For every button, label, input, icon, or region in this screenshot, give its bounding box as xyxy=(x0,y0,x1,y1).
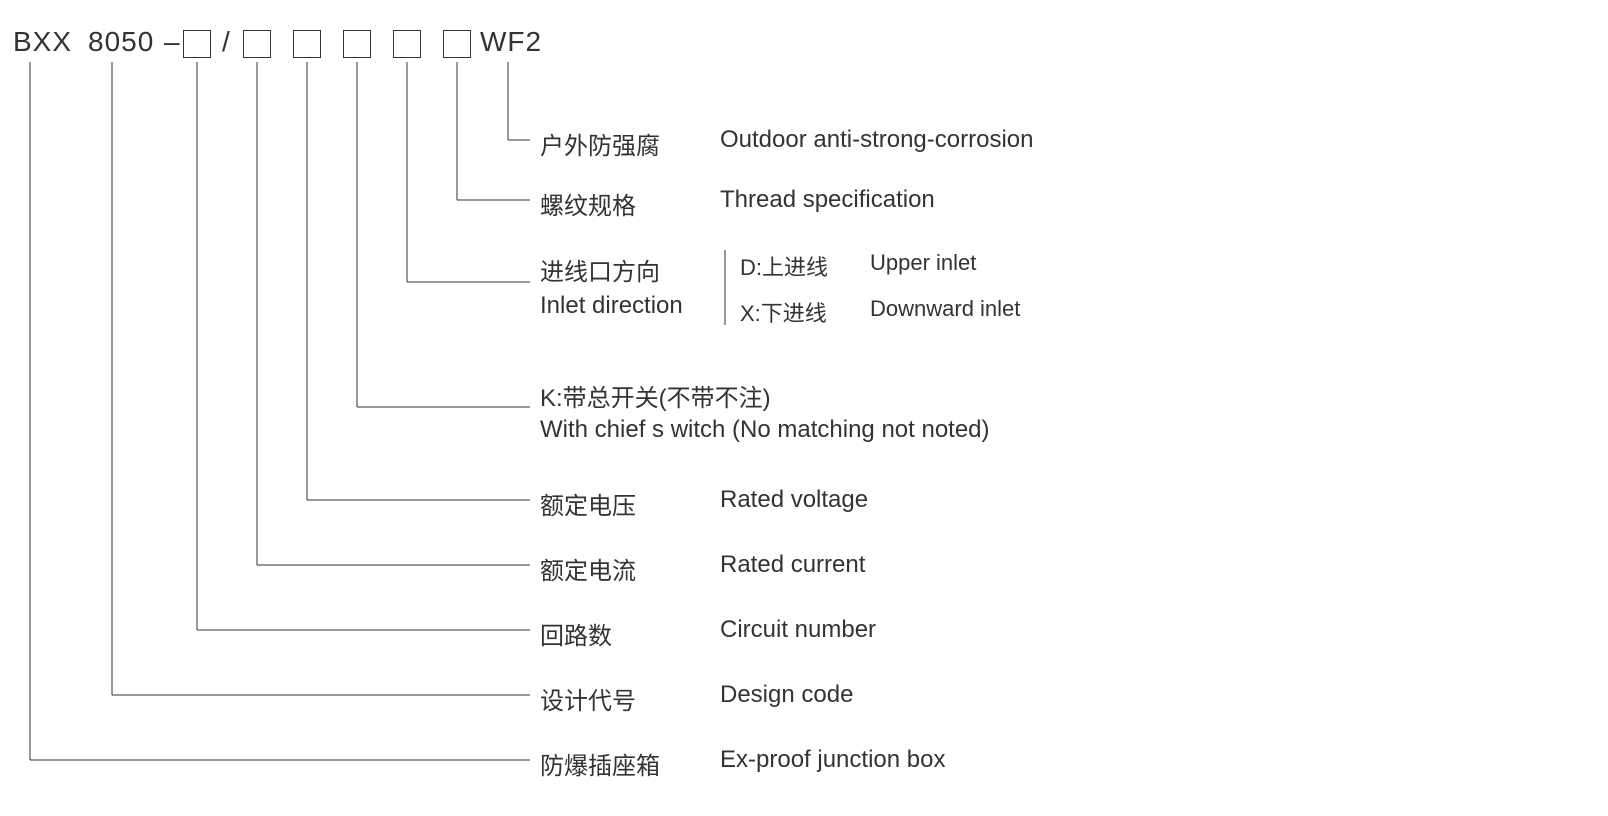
label-thread-en: Thread specification xyxy=(720,186,935,214)
label-design-cn: 设计代号 xyxy=(540,681,636,716)
label-wf2-cn: 户外防强腐 xyxy=(540,126,660,161)
label-thread-cn: 螺纹规格 xyxy=(540,186,636,221)
label-circuit-en: Circuit number xyxy=(720,616,876,644)
label-inlet-cn: 进线口方向 xyxy=(540,252,660,287)
label-voltage-cn: 额定电压 xyxy=(540,486,636,521)
label-inlet-d-cn: D:上进线 xyxy=(740,250,828,282)
model-number-diagram: BXX 8050 – / WF2 xyxy=(0,0,1608,816)
label-inlet-x-en: Downward inlet xyxy=(870,296,1020,322)
label-current-en: Rated current xyxy=(720,551,865,579)
label-inlet-x-cn: X:下进线 xyxy=(740,296,827,328)
label-switch-en: With chief s witch (No matching not note… xyxy=(540,416,990,444)
label-inlet-en: Inlet direction xyxy=(540,292,683,320)
label-exbox-cn: 防爆插座箱 xyxy=(540,746,660,781)
label-exbox-en: Ex-proof junction box xyxy=(720,746,945,774)
label-circuit-cn: 回路数 xyxy=(540,616,612,651)
label-voltage-en: Rated voltage xyxy=(720,486,868,514)
label-switch-cn: K:带总开关(不带不注) xyxy=(540,378,771,413)
label-current-cn: 额定电流 xyxy=(540,551,636,586)
label-wf2-en: Outdoor anti-strong-corrosion xyxy=(720,126,1033,154)
label-inlet-d-en: Upper inlet xyxy=(870,250,976,276)
label-design-en: Design code xyxy=(720,681,853,709)
